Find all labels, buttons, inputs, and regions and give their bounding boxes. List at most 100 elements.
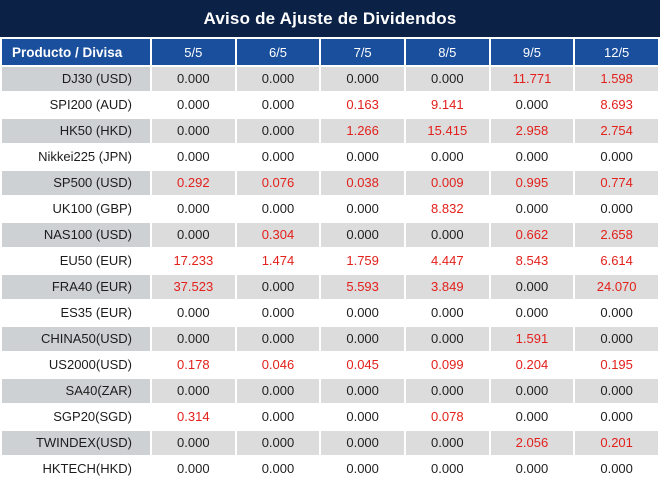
product-cell: SPI200 (AUD) — [2, 93, 150, 117]
value-cell: 0.304 — [236, 223, 320, 247]
value-cell: 0.000 — [236, 327, 320, 351]
value-cell: 0.000 — [236, 197, 320, 221]
table-body: DJ30 (USD) 0.000 0.000 0.000 0.000 11.77… — [2, 67, 658, 481]
value-cell: 17.233 — [152, 249, 235, 273]
value-cell: 0.000 — [405, 431, 489, 455]
value-cell: 0.195 — [575, 353, 658, 377]
value-cell: 0.000 — [236, 93, 320, 117]
value-cell: 0.000 — [490, 145, 574, 169]
value-cell: 0.000 — [575, 197, 658, 221]
header-row: Producto / Divisa 5/5 6/5 7/5 8/5 9/5 12… — [2, 39, 658, 65]
value-cell: 0.000 — [152, 457, 235, 481]
value-cell: 0.000 — [405, 145, 489, 169]
value-cell: 0.314 — [152, 405, 235, 429]
product-cell: SP500 (USD) — [2, 171, 150, 195]
value-cell: 0.000 — [490, 405, 574, 429]
value-cell: 0.000 — [490, 93, 574, 117]
column-header-date-4: 8/5 — [405, 39, 489, 65]
value-cell: 0.000 — [405, 223, 489, 247]
value-cell: 0.000 — [236, 67, 320, 91]
value-cell: 0.995 — [490, 171, 574, 195]
value-cell: 0.000 — [575, 379, 658, 403]
product-cell: NAS100 (USD) — [2, 223, 150, 247]
value-cell: 0.000 — [236, 379, 320, 403]
value-cell: 8.693 — [575, 93, 658, 117]
table-row: SA40(ZAR) 0.000 0.000 0.000 0.000 0.000 … — [2, 379, 658, 403]
value-cell: 0.000 — [152, 119, 235, 143]
value-cell: 0.774 — [575, 171, 658, 195]
product-cell: DJ30 (USD) — [2, 67, 150, 91]
table-header: Producto / Divisa 5/5 6/5 7/5 8/5 9/5 12… — [2, 39, 658, 65]
value-cell: 0.000 — [321, 223, 404, 247]
value-cell: 0.178 — [152, 353, 235, 377]
table-row: SPI200 (AUD) 0.000 0.000 0.163 9.141 0.0… — [2, 93, 658, 117]
value-cell: 0.000 — [321, 379, 404, 403]
table-row: HKTECH(HKD) 0.000 0.000 0.000 0.000 0.00… — [2, 457, 658, 481]
value-cell: 0.078 — [405, 405, 489, 429]
value-cell: 1.266 — [321, 119, 404, 143]
value-cell: 0.000 — [405, 327, 489, 351]
table-row: DJ30 (USD) 0.000 0.000 0.000 0.000 11.77… — [2, 67, 658, 91]
value-cell: 8.543 — [490, 249, 574, 273]
value-cell: 2.056 — [490, 431, 574, 455]
value-cell: 0.000 — [575, 405, 658, 429]
value-cell: 0.204 — [490, 353, 574, 377]
value-cell: 0.000 — [321, 457, 404, 481]
value-cell: 0.076 — [236, 171, 320, 195]
value-cell: 0.292 — [152, 171, 235, 195]
value-cell: 0.000 — [236, 275, 320, 299]
value-cell: 0.000 — [321, 197, 404, 221]
value-cell: 0.000 — [405, 301, 489, 325]
value-cell: 0.000 — [236, 431, 320, 455]
value-cell: 0.000 — [575, 457, 658, 481]
value-cell: 0.000 — [152, 67, 235, 91]
value-cell: 0.000 — [152, 145, 235, 169]
table-row: ES35 (EUR) 0.000 0.000 0.000 0.000 0.000… — [2, 301, 658, 325]
table-row: TWINDEX(USD) 0.000 0.000 0.000 0.000 2.0… — [2, 431, 658, 455]
value-cell: 0.000 — [236, 301, 320, 325]
value-cell: 0.000 — [321, 145, 404, 169]
value-cell: 8.832 — [405, 197, 489, 221]
value-cell: 0.201 — [575, 431, 658, 455]
value-cell: 6.614 — [575, 249, 658, 273]
product-cell: HKTECH(HKD) — [2, 457, 150, 481]
value-cell: 9.141 — [405, 93, 489, 117]
value-cell: 0.000 — [152, 223, 235, 247]
value-cell: 0.000 — [236, 119, 320, 143]
table-row: US2000(USD) 0.178 0.046 0.045 0.099 0.20… — [2, 353, 658, 377]
value-cell: 0.000 — [490, 301, 574, 325]
column-header-date-6: 12/5 — [575, 39, 658, 65]
table-row: FRA40 (EUR) 37.523 0.000 5.593 3.849 0.0… — [2, 275, 658, 299]
value-cell: 2.658 — [575, 223, 658, 247]
value-cell: 0.000 — [152, 93, 235, 117]
value-cell: 0.000 — [152, 197, 235, 221]
value-cell: 5.593 — [321, 275, 404, 299]
value-cell: 0.000 — [236, 405, 320, 429]
value-cell: 0.000 — [490, 275, 574, 299]
value-cell: 1.591 — [490, 327, 574, 351]
column-header-date-3: 7/5 — [321, 39, 404, 65]
product-cell: TWINDEX(USD) — [2, 431, 150, 455]
value-cell: 1.474 — [236, 249, 320, 273]
value-cell: 0.000 — [321, 431, 404, 455]
value-cell: 0.000 — [490, 379, 574, 403]
value-cell: 2.958 — [490, 119, 574, 143]
value-cell: 0.000 — [575, 301, 658, 325]
value-cell: 0.000 — [152, 301, 235, 325]
table-row: EU50 (EUR) 17.233 1.474 1.759 4.447 8.54… — [2, 249, 658, 273]
table-row: HK50 (HKD) 0.000 0.000 1.266 15.415 2.95… — [2, 119, 658, 143]
value-cell: 0.000 — [490, 197, 574, 221]
product-cell: US2000(USD) — [2, 353, 150, 377]
column-header-product: Producto / Divisa — [2, 39, 150, 65]
column-header-date-5: 9/5 — [490, 39, 574, 65]
column-header-date-2: 6/5 — [236, 39, 320, 65]
value-cell: 0.000 — [575, 327, 658, 351]
value-cell: 0.099 — [405, 353, 489, 377]
value-cell: 0.000 — [321, 327, 404, 351]
value-cell: 0.000 — [405, 457, 489, 481]
value-cell: 2.754 — [575, 119, 658, 143]
page-title: Aviso de Ajuste de Dividendos — [0, 0, 660, 37]
product-cell: CHINA50(USD) — [2, 327, 150, 351]
value-cell: 0.045 — [321, 353, 404, 377]
table-row: SGP20(SGD) 0.314 0.000 0.000 0.078 0.000… — [2, 405, 658, 429]
